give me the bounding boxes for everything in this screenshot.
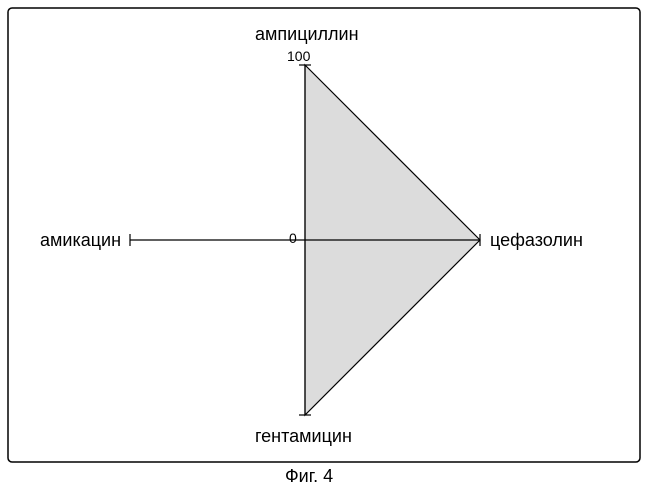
axis-label-amikacin: амикацин (40, 230, 121, 251)
axis-label-cefazolin: цефазолин (490, 230, 583, 251)
axis-label-gentamicin: гентамицин (255, 426, 352, 447)
axis-label-ampicillin: ампициллин (255, 24, 359, 45)
tick-label-zero: 0 (289, 230, 297, 246)
radar-chart-container: ампициллин цефазолин гентамицин амикацин… (0, 0, 649, 500)
figure-caption: Фиг. 4 (285, 466, 333, 487)
tick-label-max: 100 (287, 48, 310, 64)
